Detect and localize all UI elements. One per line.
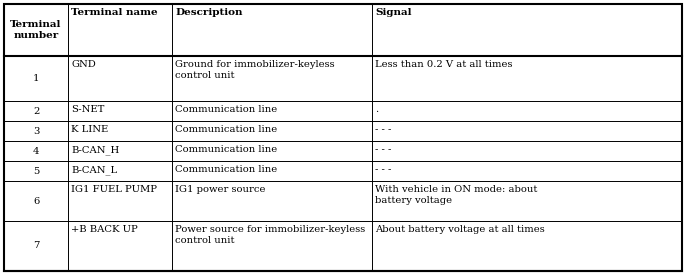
Text: Communication line: Communication line: [175, 125, 277, 134]
Text: Signal: Signal: [375, 8, 412, 17]
Text: Communication line: Communication line: [175, 105, 277, 114]
Text: 3: 3: [33, 126, 39, 136]
Text: - - -: - - -: [375, 165, 392, 174]
Text: B-CAN_L: B-CAN_L: [71, 165, 117, 175]
Text: Description: Description: [175, 8, 242, 17]
Text: About battery voltage at all times: About battery voltage at all times: [375, 225, 545, 234]
Text: 4: 4: [33, 147, 39, 155]
Text: GND: GND: [71, 60, 96, 69]
Text: 5: 5: [33, 166, 39, 175]
Text: Ground for immobilizer-keyless
control unit: Ground for immobilizer-keyless control u…: [175, 60, 335, 80]
Text: Less than 0.2 V at all times: Less than 0.2 V at all times: [375, 60, 512, 69]
Text: Terminal
number: Terminal number: [10, 20, 62, 40]
Text: IG1 FUEL PUMP: IG1 FUEL PUMP: [71, 185, 157, 194]
Text: Communication line: Communication line: [175, 165, 277, 174]
Text: Terminal name: Terminal name: [71, 8, 158, 17]
Text: - - -: - - -: [375, 125, 392, 134]
Text: K LINE: K LINE: [71, 125, 108, 134]
Text: .: .: [375, 105, 378, 114]
Text: IG1 power source: IG1 power source: [175, 185, 265, 194]
Text: S-NET: S-NET: [71, 105, 104, 114]
Text: - - -: - - -: [375, 145, 392, 154]
Text: B-CAN_H: B-CAN_H: [71, 145, 119, 155]
Text: With vehicle in ON mode: about
battery voltage: With vehicle in ON mode: about battery v…: [375, 185, 537, 205]
Text: Communication line: Communication line: [175, 145, 277, 154]
Text: Power source for immobilizer-keyless
control unit: Power source for immobilizer-keyless con…: [175, 225, 365, 245]
Text: 2: 2: [33, 106, 39, 115]
Text: +B BACK UP: +B BACK UP: [71, 225, 138, 234]
Text: 7: 7: [33, 241, 39, 251]
Text: 1: 1: [33, 74, 39, 83]
Text: 6: 6: [33, 197, 39, 205]
